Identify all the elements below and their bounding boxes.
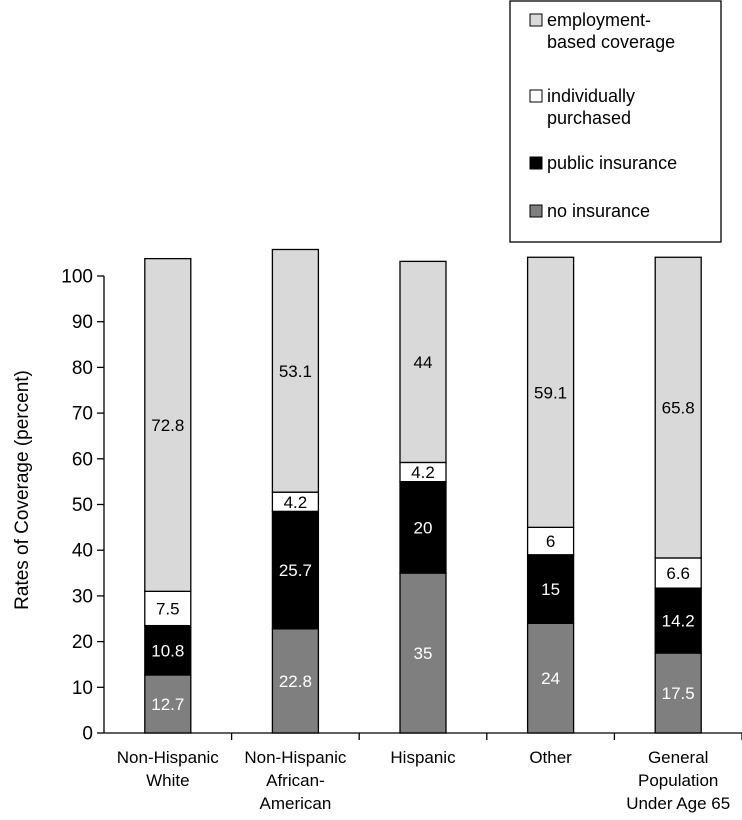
y-tick-label: 70	[72, 404, 93, 425]
y-tick-label: 30	[72, 586, 93, 607]
data-label: 14.2	[662, 612, 695, 631]
y-tick-label: 90	[72, 312, 93, 333]
x-tick-label: Other	[529, 748, 572, 767]
bar-segment	[399, 572, 447, 734]
y-tick-label: 40	[72, 541, 93, 562]
data-label: 65.8	[662, 399, 695, 418]
data-label: 6	[546, 532, 555, 551]
x-tick-label: White	[146, 771, 189, 790]
bar-segment	[271, 628, 320, 734]
bar-segment	[526, 622, 575, 734]
x-tick-label: Non-Hispanic	[244, 748, 347, 767]
x-tick-label: Population	[638, 771, 718, 790]
chart-axes: 0 10 20 30 40 50 60 70 80 90 100	[61, 267, 742, 745]
legend-label: public insurance	[547, 153, 677, 173]
x-tick-label: Hispanic	[390, 748, 456, 767]
bar-segment	[654, 256, 702, 559]
y-tick-label: 80	[72, 358, 93, 379]
data-label: 72.8	[151, 416, 184, 435]
bar-segment	[654, 587, 702, 654]
data-label: 4.2	[284, 493, 308, 512]
data-label: 15	[541, 580, 560, 599]
bar-segment	[271, 248, 320, 493]
y-tick-label: 0	[82, 724, 93, 745]
chart-legend: employment-based coverage individuallypur…	[509, 0, 722, 243]
x-tick-label: Non-Hispanic	[117, 748, 220, 767]
data-label: 53.1	[279, 362, 312, 381]
x-tick-label: Under Age 65	[626, 794, 730, 813]
legend-swatch	[529, 89, 543, 103]
y-tick-label: 100	[61, 267, 93, 288]
bar-segment	[144, 257, 192, 592]
bar-segment	[654, 557, 702, 589]
data-label: 59.1	[534, 383, 567, 402]
legend-box	[509, 0, 722, 243]
legend-swatch	[529, 204, 543, 218]
bar-segment	[526, 256, 575, 529]
legend-label: individually	[547, 86, 635, 106]
legend-swatch	[529, 13, 543, 27]
data-label: 35	[414, 644, 433, 663]
bar-segment	[399, 480, 447, 574]
bar-segment	[526, 526, 575, 556]
x-tick-labels: Non-Hispanic White Non-Hispanic African- Ame…	[117, 748, 730, 813]
data-label: 12.7	[151, 695, 184, 714]
bar-segment	[144, 674, 192, 734]
data-label: 22.8	[279, 672, 312, 691]
legend-label: no insurance	[547, 201, 650, 221]
legend-swatch	[529, 156, 543, 170]
bar-segment	[526, 554, 575, 624]
data-label: 6.6	[666, 564, 690, 583]
data-label: 20	[414, 518, 433, 537]
y-tick-label: 60	[72, 449, 93, 470]
data-label: 25.7	[279, 561, 312, 580]
x-tick-label: American	[259, 794, 331, 813]
data-label: 44	[414, 353, 433, 372]
data-label: 24	[541, 669, 560, 688]
data-label: 17.5	[662, 684, 695, 703]
data-label: 4.2	[411, 463, 435, 482]
y-tick-label: 10	[72, 678, 93, 699]
y-tick-label: 20	[72, 632, 93, 653]
legend-label: based coverage	[547, 32, 675, 52]
bar-segment	[144, 624, 192, 676]
data-label: 10.8	[151, 641, 184, 660]
legend-label: employment-	[547, 10, 651, 30]
bar-segment	[144, 590, 192, 627]
y-axis-label: Rates of Coverage (percent)	[12, 370, 33, 610]
x-tick-label: General	[648, 748, 708, 767]
data-label: 7.5	[156, 599, 180, 618]
y-tick-label: 50	[72, 495, 93, 516]
bar-segment	[399, 260, 447, 464]
bar-segment	[271, 510, 320, 630]
x-tick-label: African-	[266, 771, 325, 790]
chart-bars: 12.7 10.8 7.5 72.8 22.8 25.7 4.2 53.1 35 20 4.2 44 2…	[144, 248, 702, 734]
legend-label: purchased	[547, 108, 631, 128]
